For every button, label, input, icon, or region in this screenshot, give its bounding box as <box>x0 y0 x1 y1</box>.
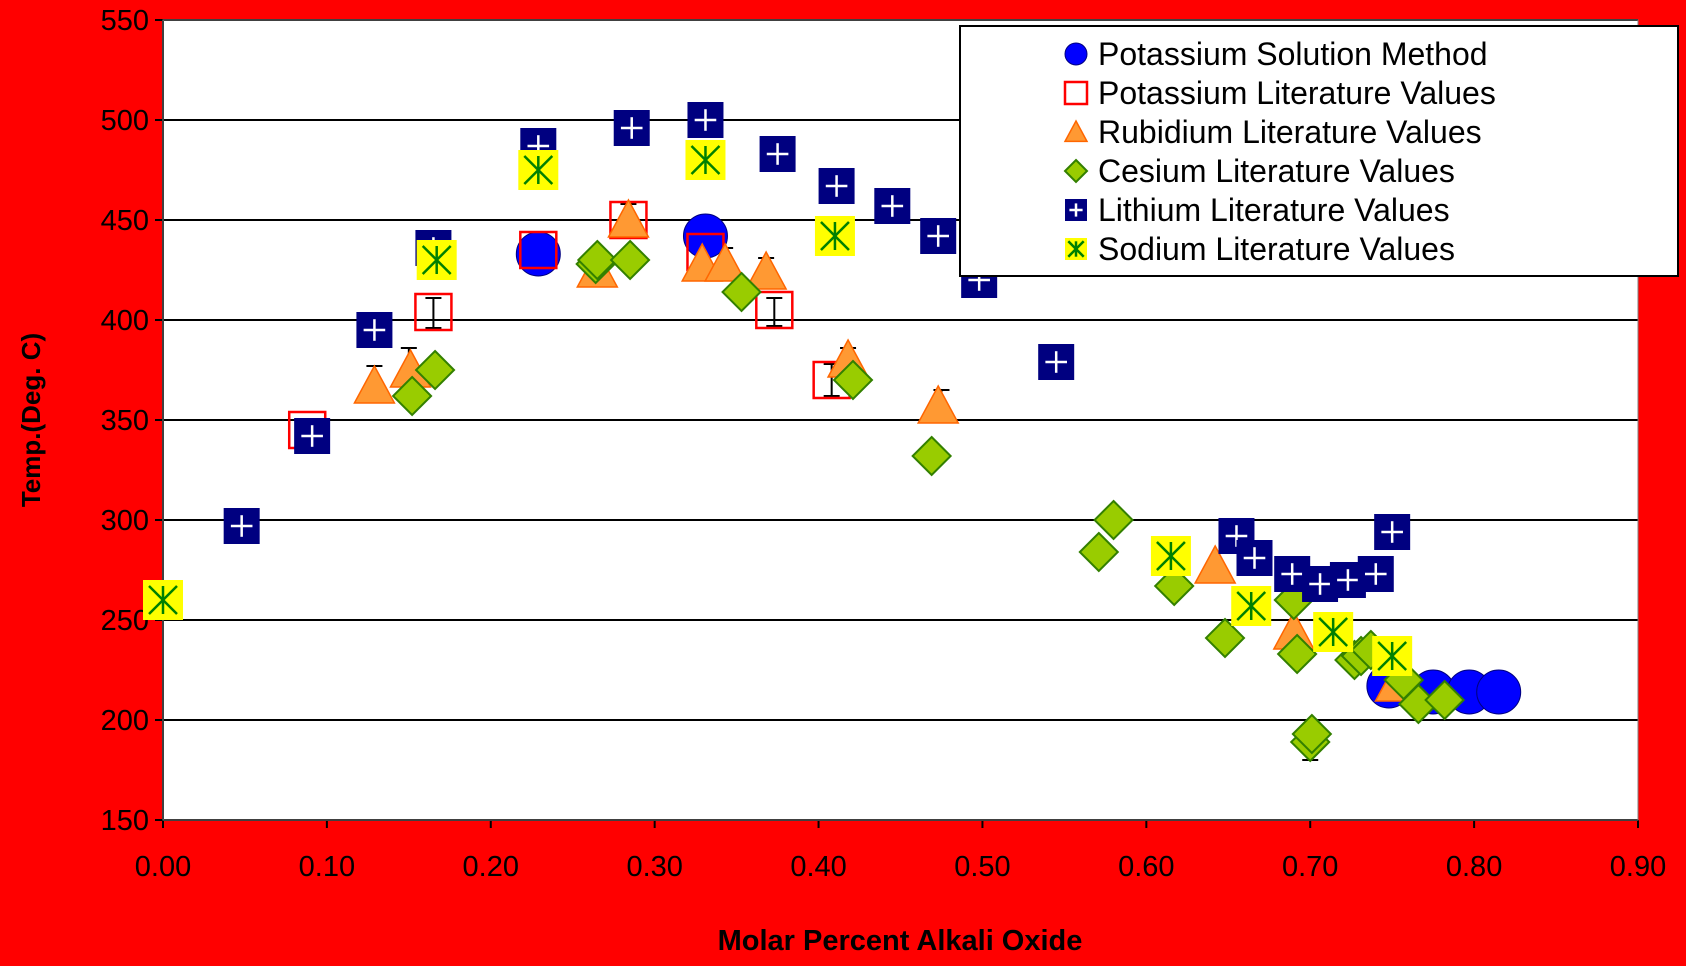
triangle-data-point <box>916 384 960 424</box>
square-open-data-point <box>414 292 453 332</box>
y-tick-label: 250 <box>101 605 149 637</box>
square-open-data-point <box>519 230 558 270</box>
legend-marker <box>1063 119 1089 143</box>
asterisk-data-point <box>814 216 855 256</box>
square-plus-data-point <box>920 218 957 254</box>
diamond-data-point <box>1078 531 1120 573</box>
x-tick-label: 0.00 <box>135 851 191 883</box>
circle-data-point <box>1476 669 1522 715</box>
diamond-data-point <box>911 435 953 477</box>
asterisk-data-point <box>1313 612 1354 652</box>
legend-label: Cesium Literature Values <box>1098 153 1455 189</box>
y-tick-label: 300 <box>101 505 149 537</box>
y-tick-label: 350 <box>101 405 149 437</box>
error-bar <box>766 297 783 327</box>
legend-label: Lithium Literature Values <box>1098 192 1450 228</box>
triangle-data-point <box>744 250 788 290</box>
diamond-data-point <box>414 349 456 391</box>
diamond-data-point <box>832 359 874 401</box>
legend-marker <box>1063 80 1089 106</box>
axes <box>155 19 1639 828</box>
square-plus-data-point <box>818 168 855 204</box>
diamond-data-point <box>721 271 762 313</box>
square-plus-data-point <box>356 312 393 348</box>
y-tick-label: 200 <box>101 705 149 737</box>
square-plus-data-point <box>1374 514 1411 550</box>
y-tick-label: 500 <box>101 105 149 137</box>
legend-marker <box>1065 199 1087 221</box>
y-tick-label: 150 <box>101 805 149 837</box>
square-plus-data-point <box>874 188 911 224</box>
x-tick-label: 0.40 <box>790 851 846 883</box>
error-bar <box>425 297 442 329</box>
legend-label: Potassium Solution Method <box>1098 36 1488 72</box>
x-axis-label: Molar Percent Alkali Oxide <box>718 925 1083 957</box>
x-tick-label: 0.30 <box>626 851 682 883</box>
square-open-data-point <box>755 290 794 330</box>
y-tick-label: 450 <box>101 205 149 237</box>
square-plus-data-point <box>687 102 724 138</box>
diamond-data-point <box>1424 679 1466 721</box>
legend-label: Rubidium Literature Values <box>1098 114 1482 150</box>
square-plus-data-point <box>1038 344 1075 380</box>
square-plus-data-point <box>1236 540 1273 576</box>
triangle-data-point <box>703 242 747 282</box>
tick-labels: 150 200 250 300 350 400 450 500 550 0.00 0.10 0.20 0… <box>101 5 1667 883</box>
triangle-data-point <box>607 198 650 238</box>
asterisk-data-point <box>518 150 559 190</box>
y-axis-label: Temp.(Deg. C) <box>16 333 46 507</box>
diamond-data-point <box>391 375 433 417</box>
legend-box <box>959 25 1679 277</box>
diamond-data-point <box>1093 499 1134 541</box>
asterisk-data-point <box>685 140 726 180</box>
x-tick-label: 0.90 <box>1610 851 1666 883</box>
x-tick-label: 0.20 <box>463 851 519 883</box>
asterisk-data-point <box>1150 536 1191 576</box>
square-plus-data-point <box>294 418 331 454</box>
asterisk-data-point <box>1231 586 1272 626</box>
legend-marker <box>1065 238 1087 260</box>
plot-border <box>162 19 1639 821</box>
y-tick-label: 550 <box>101 5 149 37</box>
asterisk-data-point <box>416 240 457 280</box>
diamond-data-point <box>1204 617 1246 659</box>
diamond-data-point <box>1291 713 1333 755</box>
circle-data-point <box>515 231 561 277</box>
x-tick-label: 0.60 <box>1118 851 1174 883</box>
legend-label: Sodium Literature Values <box>1098 231 1455 267</box>
legend-marker <box>1063 158 1089 184</box>
diamond-data-point <box>609 239 651 281</box>
diamond-data-point <box>576 239 618 281</box>
square-plus-data-point <box>223 508 260 544</box>
x-tick-label: 0.80 <box>1446 851 1502 883</box>
diamond-data-point <box>1153 565 1195 607</box>
legend-marker <box>1064 42 1088 66</box>
x-tick-label: 0.10 <box>299 851 355 883</box>
y-tick-label: 400 <box>101 305 149 337</box>
diamond-data-point <box>1276 633 1318 675</box>
x-tick-label: 0.70 <box>1282 851 1338 883</box>
triangle-data-point <box>1193 544 1237 584</box>
square-plus-data-point <box>1357 556 1394 592</box>
legend-label: Potassium Literature Values <box>1098 75 1496 111</box>
asterisk-data-point <box>1372 636 1413 676</box>
square-plus-data-point <box>613 110 650 146</box>
x-tick-label: 0.50 <box>954 851 1010 883</box>
triangle-data-point <box>353 364 396 404</box>
asterisk-data-point <box>143 580 183 620</box>
data-points <box>143 102 1522 763</box>
square-plus-data-point <box>759 136 796 172</box>
